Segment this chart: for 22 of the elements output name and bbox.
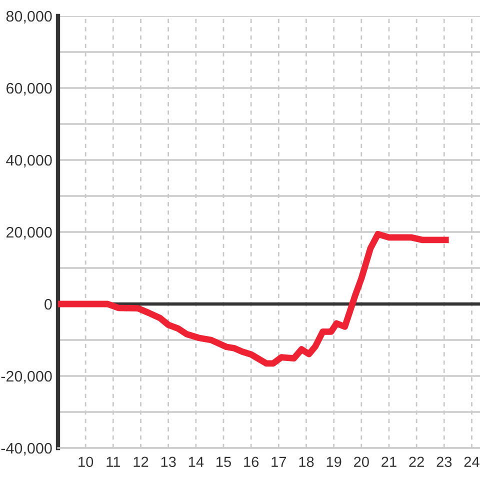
x-tick-label: 24 xyxy=(464,456,480,467)
x-tick-label: 22 xyxy=(409,456,424,467)
x-tick-label: 21 xyxy=(382,456,396,467)
x-tick-label: 23 xyxy=(436,456,452,468)
y-tick-label: 0 xyxy=(44,298,52,310)
x-tick-label: 18 xyxy=(299,456,314,468)
x-tick-label: 12 xyxy=(134,456,148,467)
y-tick-label: -20,000 xyxy=(1,370,52,384)
x-tick-label: 14 xyxy=(188,456,204,467)
x-tick-label: 13 xyxy=(161,456,176,468)
x-tick-label: 16 xyxy=(244,456,259,468)
y-tick-label: 80,000 xyxy=(6,10,52,24)
y-tick-label: 40,000 xyxy=(6,154,52,168)
y-tick-label: 60,000 xyxy=(6,82,52,96)
x-tick-label: 10 xyxy=(78,456,94,468)
y-tick-label: 20,000 xyxy=(6,226,52,240)
y-tick-label: -40,000 xyxy=(1,442,52,456)
x-tick-label: 19 xyxy=(326,456,342,468)
x-tick-label: 20 xyxy=(354,456,369,468)
x-tick-label: 17 xyxy=(272,456,286,467)
x-tick-label: 15 xyxy=(216,456,231,468)
x-tick-label: 11 xyxy=(106,456,120,467)
